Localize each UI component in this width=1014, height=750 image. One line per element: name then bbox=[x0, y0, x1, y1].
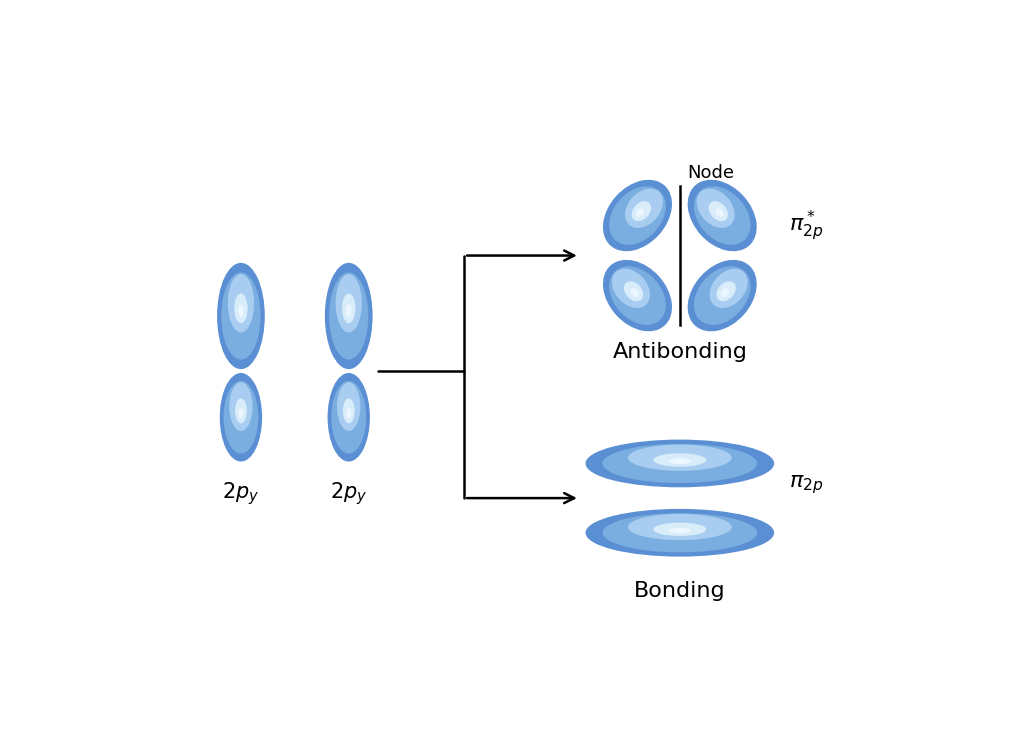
Ellipse shape bbox=[229, 382, 252, 431]
Ellipse shape bbox=[710, 268, 747, 308]
Text: $\pi^*_{2p}$: $\pi^*_{2p}$ bbox=[789, 209, 823, 244]
Ellipse shape bbox=[238, 408, 243, 419]
Ellipse shape bbox=[697, 189, 735, 228]
Ellipse shape bbox=[636, 209, 644, 217]
Ellipse shape bbox=[653, 523, 706, 536]
Ellipse shape bbox=[668, 527, 692, 533]
Ellipse shape bbox=[235, 398, 246, 423]
Text: Bonding: Bonding bbox=[634, 581, 726, 602]
Ellipse shape bbox=[603, 260, 672, 332]
Ellipse shape bbox=[628, 514, 732, 540]
Ellipse shape bbox=[612, 268, 650, 308]
Ellipse shape bbox=[631, 289, 639, 297]
Ellipse shape bbox=[709, 201, 728, 221]
Ellipse shape bbox=[603, 180, 672, 251]
Ellipse shape bbox=[668, 458, 692, 464]
Ellipse shape bbox=[324, 262, 372, 369]
Text: $2p_y$: $2p_y$ bbox=[331, 481, 367, 507]
Ellipse shape bbox=[346, 408, 351, 419]
Ellipse shape bbox=[694, 186, 750, 244]
Ellipse shape bbox=[228, 274, 255, 332]
Ellipse shape bbox=[238, 304, 243, 317]
Ellipse shape bbox=[721, 289, 729, 297]
Ellipse shape bbox=[625, 189, 663, 228]
Ellipse shape bbox=[585, 509, 774, 556]
Ellipse shape bbox=[223, 381, 259, 454]
Ellipse shape bbox=[628, 445, 732, 471]
Ellipse shape bbox=[585, 440, 774, 488]
Ellipse shape bbox=[717, 281, 736, 302]
Ellipse shape bbox=[602, 513, 757, 552]
Ellipse shape bbox=[221, 272, 261, 359]
Ellipse shape bbox=[217, 262, 265, 369]
Ellipse shape bbox=[343, 398, 355, 423]
Ellipse shape bbox=[332, 381, 366, 454]
Ellipse shape bbox=[609, 186, 666, 244]
Ellipse shape bbox=[653, 453, 706, 466]
Ellipse shape bbox=[336, 274, 362, 332]
Ellipse shape bbox=[716, 209, 724, 217]
Ellipse shape bbox=[624, 281, 643, 302]
Ellipse shape bbox=[632, 201, 651, 221]
Ellipse shape bbox=[694, 266, 750, 325]
Ellipse shape bbox=[346, 304, 352, 317]
Ellipse shape bbox=[234, 293, 247, 323]
Ellipse shape bbox=[328, 373, 370, 461]
Text: $\pi_{2p}$: $\pi_{2p}$ bbox=[789, 472, 823, 496]
Text: $2p_y$: $2p_y$ bbox=[222, 481, 260, 507]
Ellipse shape bbox=[342, 293, 356, 323]
Ellipse shape bbox=[609, 266, 666, 325]
Ellipse shape bbox=[220, 373, 262, 461]
Ellipse shape bbox=[330, 272, 368, 359]
Text: Antibonding: Antibonding bbox=[612, 342, 747, 362]
Ellipse shape bbox=[687, 180, 756, 251]
Text: Node: Node bbox=[687, 164, 734, 182]
Ellipse shape bbox=[687, 260, 756, 332]
Ellipse shape bbox=[602, 444, 757, 483]
Ellipse shape bbox=[337, 382, 360, 431]
